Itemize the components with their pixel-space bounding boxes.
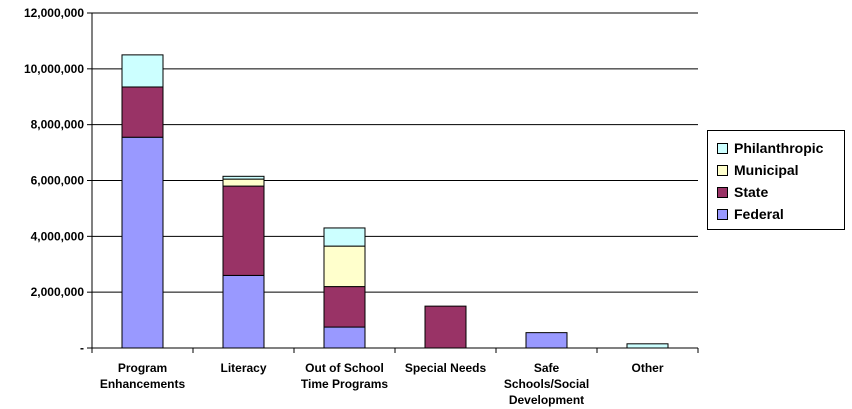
bar-segment-philanthropic <box>222 175 265 180</box>
x-tick-label: Program <box>118 361 167 375</box>
bar-segment-philanthropic <box>121 54 164 88</box>
bar-segment-federal <box>222 274 265 349</box>
x-tick-label: Special Needs <box>405 361 487 375</box>
y-tick-label: 4,000,000 <box>31 229 85 243</box>
legend-item-municipal: Municipal <box>717 159 844 181</box>
legend-label: State <box>734 184 769 200</box>
legend: Philanthropic Municipal State Federal <box>707 130 845 230</box>
x-tick-label: Safe <box>534 361 560 375</box>
bar-segment-state <box>121 86 164 138</box>
x-tick-label: Schools/Social <box>504 377 589 391</box>
legend-item-philanthropic: Philanthropic <box>717 137 844 159</box>
legend-swatch <box>717 208 728 220</box>
legend-label: Municipal <box>734 162 799 178</box>
y-tick-label: 6,000,000 <box>31 174 85 188</box>
x-tick-label: Enhancements <box>100 377 186 391</box>
legend-item-state: State <box>717 181 844 203</box>
bar-segment-federal <box>121 136 164 349</box>
bar-segment-state <box>323 286 366 328</box>
y-tick-label: 12,000,000 <box>24 6 84 20</box>
bar-segment-federal <box>525 332 568 349</box>
legend-label: Federal <box>734 206 784 222</box>
bar-segment-municipal <box>323 245 366 288</box>
bar-segment-state <box>222 185 265 276</box>
x-tick-label: Out of School <box>305 361 384 375</box>
bar-segment-state <box>424 305 467 349</box>
y-tick-label: 2,000,000 <box>31 285 85 299</box>
y-tick-label: 10,000,000 <box>24 62 84 76</box>
bar-segment-philanthropic <box>323 227 366 247</box>
bar-segment-municipal <box>222 178 265 187</box>
legend-swatch <box>717 142 728 154</box>
x-tick-label: Other <box>631 361 663 375</box>
x-tick-label: Development <box>509 393 584 407</box>
bar-segment-federal <box>323 326 366 349</box>
legend-label: Philanthropic <box>734 140 824 156</box>
y-tick-label: - <box>80 341 84 355</box>
legend-swatch <box>717 164 728 176</box>
bar-segment-philanthropic <box>626 343 669 349</box>
legend-swatch <box>717 186 728 198</box>
x-tick-label: Time Programs <box>301 377 388 391</box>
y-tick-label: 8,000,000 <box>31 118 85 132</box>
legend-item-federal: Federal <box>717 203 844 225</box>
x-tick-label: Literacy <box>220 361 266 375</box>
